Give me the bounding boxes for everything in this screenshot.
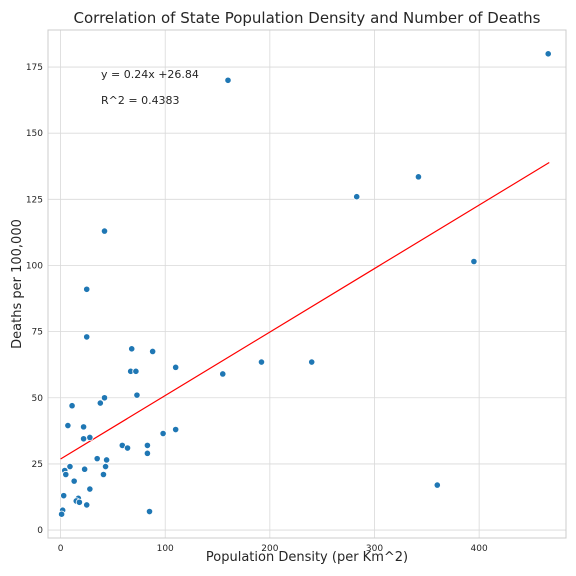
data-point	[66, 462, 74, 471]
y-tick-label: 25	[32, 460, 43, 470]
data-point	[99, 470, 108, 479]
data-point	[544, 50, 552, 58]
y-tick-labels: 0 25 50 75 100 125 150 175	[26, 63, 43, 536]
data-point	[79, 423, 88, 431]
data-point	[79, 435, 88, 443]
data-point	[414, 173, 423, 181]
data-point	[86, 485, 94, 493]
data-point	[224, 76, 232, 84]
data-point	[308, 358, 316, 366]
data-point	[149, 347, 157, 356]
y-tick-label: 100	[26, 261, 43, 271]
plot-frame	[47, 29, 567, 539]
data-point	[143, 441, 152, 449]
x-tick-label: 300	[366, 544, 383, 554]
data-point	[83, 501, 91, 509]
data-point	[83, 285, 91, 293]
data-point	[470, 257, 478, 266]
grid	[48, 30, 566, 538]
data-point	[62, 470, 70, 479]
x-tick-label: 200	[261, 544, 278, 554]
regression-equation: y = 0.24x +26.84	[101, 68, 199, 81]
data-point	[75, 498, 83, 506]
data-point	[128, 345, 136, 353]
data-point	[257, 358, 266, 366]
data-point	[70, 477, 78, 485]
x-tick-labels: 0 100 200 300 400	[58, 544, 488, 554]
regression-line	[60, 161, 550, 460]
x-tick-label: 400	[471, 544, 488, 554]
data-point	[172, 425, 180, 434]
x-tick-label: 100	[157, 544, 174, 554]
y-tick-label: 75	[32, 328, 43, 338]
data-point	[60, 492, 68, 500]
data-point	[433, 481, 441, 489]
x-tick-label: 0	[58, 544, 64, 554]
data-point	[132, 367, 140, 375]
data-point	[93, 455, 101, 463]
plot-area	[48, 30, 566, 538]
data-point	[64, 421, 72, 430]
data-point	[145, 507, 154, 516]
y-tick-label: 150	[26, 129, 43, 139]
data-point	[101, 462, 110, 471]
y-tick-label: 50	[32, 394, 44, 404]
regression-line-group	[60, 161, 550, 460]
data-point	[58, 510, 66, 518]
data-point	[103, 456, 111, 464]
y-tick-label: 0	[37, 526, 43, 536]
data-point	[143, 449, 152, 457]
chart-title: Correlation of State Population Density …	[74, 9, 541, 27]
data-point	[81, 465, 89, 473]
data-point	[100, 227, 109, 235]
data-point	[353, 193, 361, 201]
data-point	[123, 444, 132, 452]
y-tick-label: 125	[26, 195, 43, 205]
data-point	[100, 394, 109, 402]
data-point	[133, 391, 141, 399]
x-axis-label: Population Density (per Km^2)	[206, 550, 408, 565]
data-point	[159, 429, 167, 438]
data-points	[58, 50, 552, 518]
y-axis-label: Deaths per 100,000	[10, 219, 25, 349]
data-point	[83, 333, 91, 341]
data-point	[219, 370, 227, 378]
r-squared-value: R^2 = 0.4383	[101, 94, 180, 107]
data-point	[86, 433, 94, 442]
y-tick-label: 175	[26, 63, 43, 73]
data-point	[172, 363, 180, 371]
data-point	[68, 402, 76, 410]
data-point	[96, 399, 104, 407]
